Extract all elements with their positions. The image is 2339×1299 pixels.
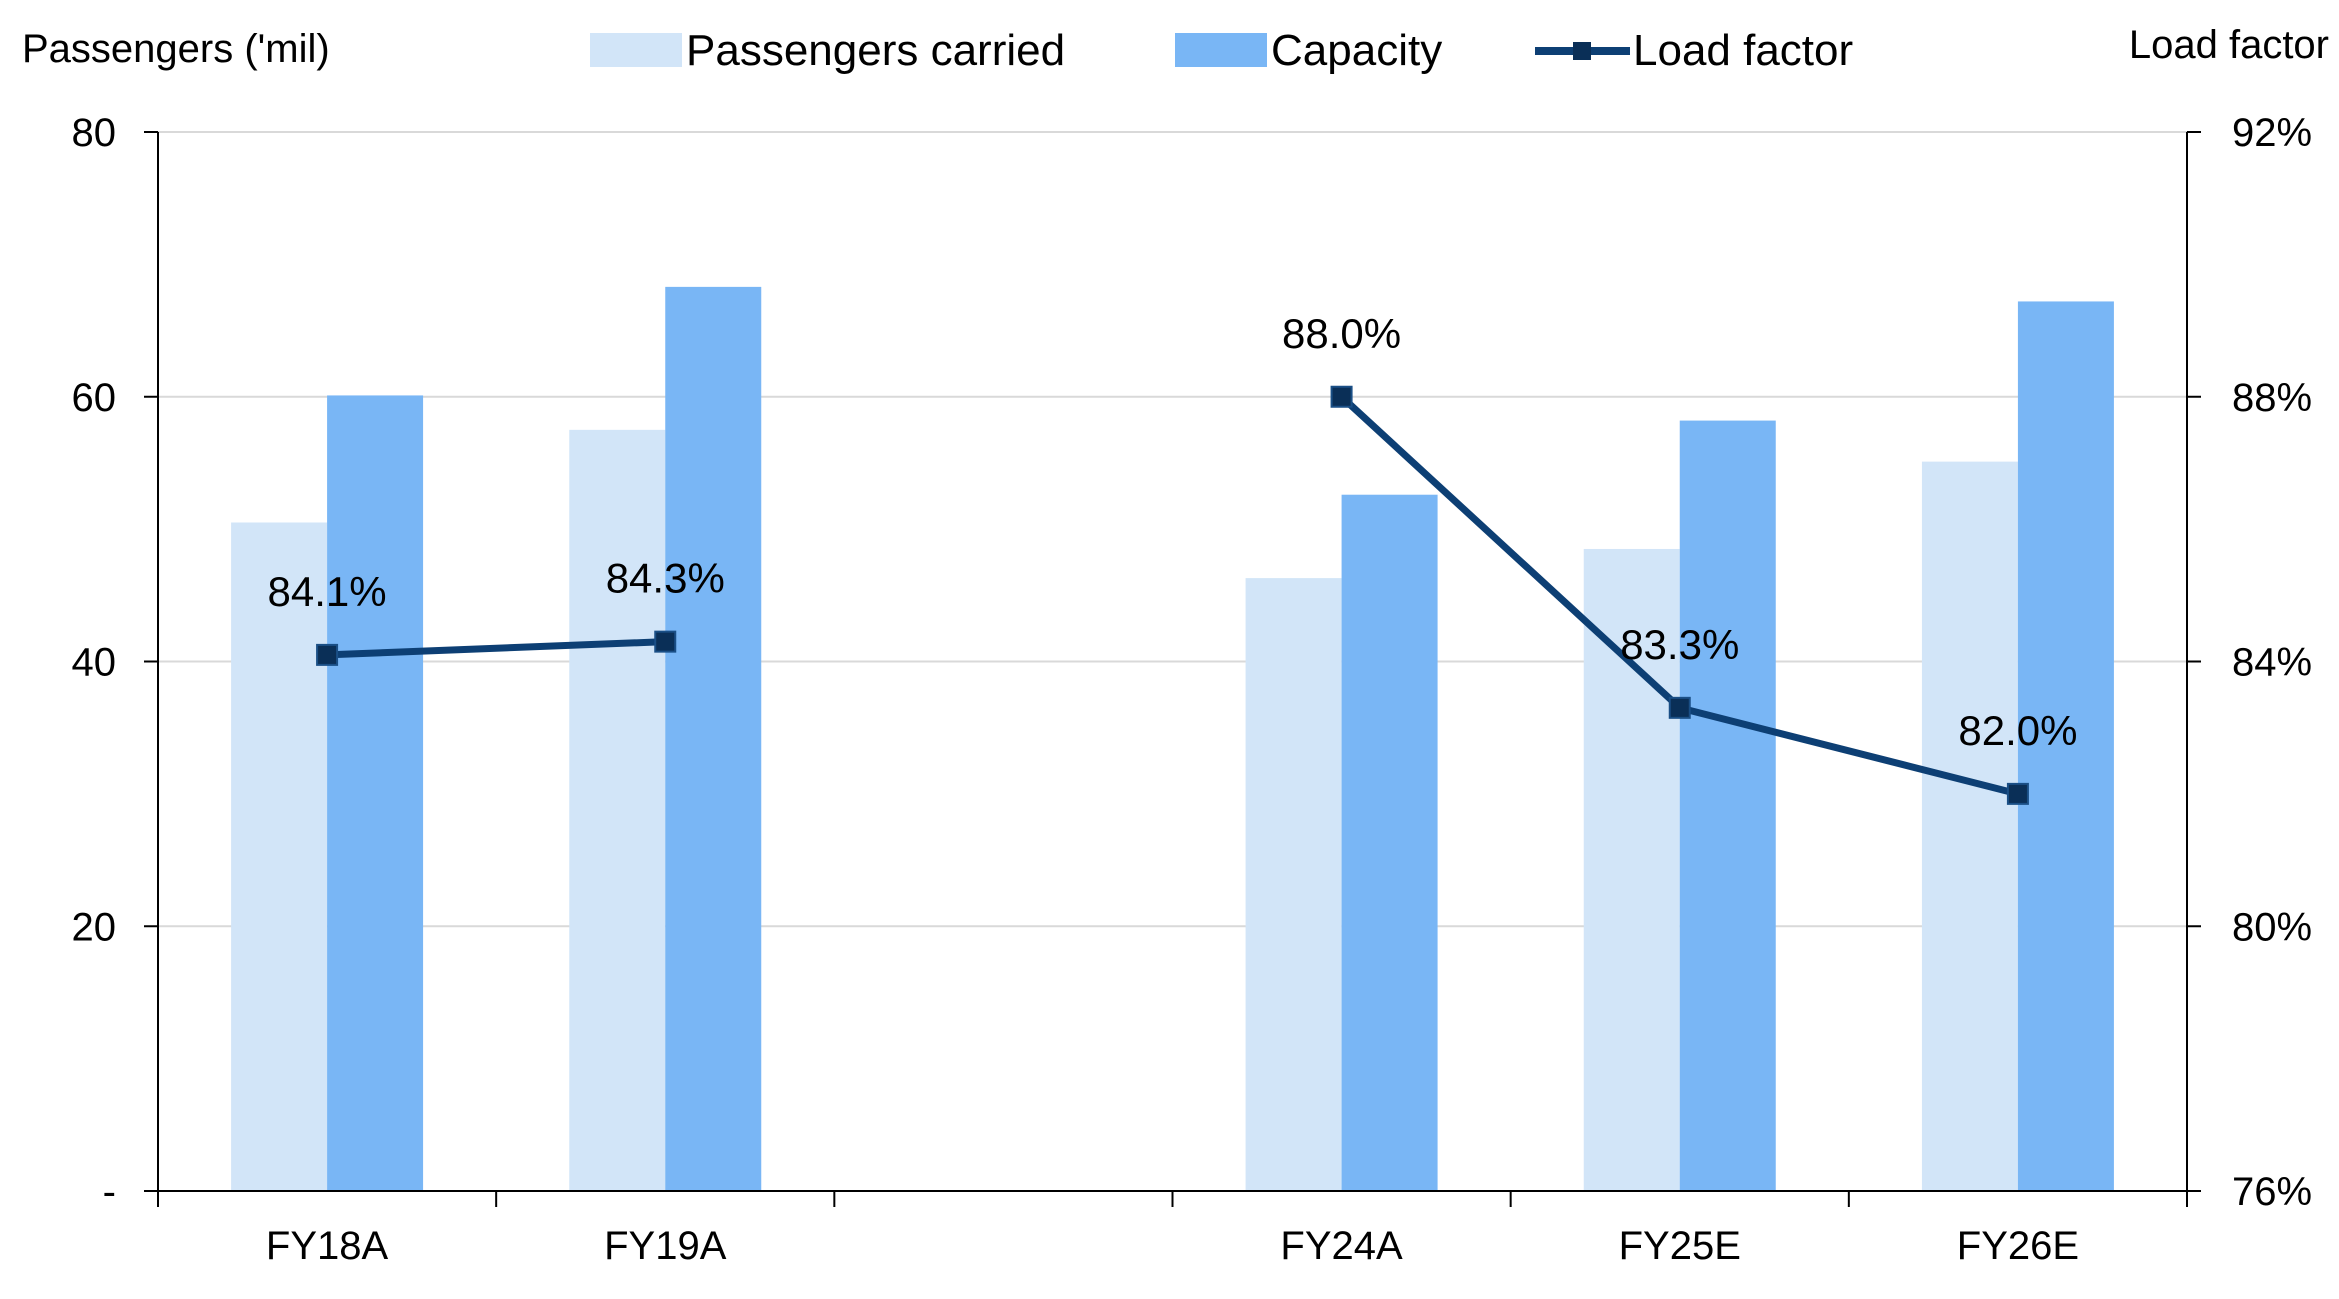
legend-label-capacity: Capacity [1271, 26, 1442, 75]
legend-marker-load-factor [1573, 42, 1591, 60]
right-tick-label: 76% [2232, 1170, 2312, 1214]
left-tick-label: 40 [72, 641, 117, 685]
load-factor-line-layer [316, 385, 2029, 805]
bar-capacity-fy19a [665, 286, 762, 1191]
left-tick-label: 60 [72, 376, 117, 420]
bar-passengers-fy25e [1583, 548, 1680, 1191]
load-factor-label-fy25e: 83.3% [1620, 621, 1739, 668]
left-tick-label: 20 [72, 905, 117, 949]
load-factor-line-segment-0 [326, 638, 666, 659]
right-axis-title: Load factor [2129, 23, 2329, 67]
legend-label-load-factor: Load factor [1633, 26, 1853, 75]
x-tick-label-fy24a: FY24A [1280, 1224, 1403, 1268]
legend-swatch-passengers [590, 33, 682, 67]
right-tick-label: 88% [2232, 376, 2312, 420]
load-factor-label-fy24a: 88.0% [1282, 310, 1401, 357]
load-factor-label-fy19a: 84.3% [606, 555, 725, 602]
legend-swatch-capacity [1175, 33, 1267, 67]
left-tick-label: - [103, 1170, 116, 1214]
axes: - 20 40 60 80 76% 80% 84% 88% 92% FY18A FY19A FY24A F… [72, 111, 2313, 1268]
load-factor-label-fy26e: 82.0% [1958, 707, 2077, 754]
bar-passengers-fy19a [569, 429, 666, 1191]
legend: Passengers carried Capacity Load factor [590, 26, 1853, 75]
load-factor-marker-fy25e [1668, 696, 1691, 719]
legend-label-passengers: Passengers carried [686, 26, 1065, 75]
left-tick-label: 80 [72, 111, 117, 155]
left-axis-title: Passengers ('mil) [22, 27, 330, 71]
bar-passengers-fy24a [1245, 578, 1342, 1191]
bar-capacity-fy26e [2017, 301, 2114, 1191]
bar-capacity-fy25e [1679, 420, 1776, 1191]
load-factor-marker-fy19a [654, 630, 677, 653]
x-tick-label-fy26e: FY26E [1957, 1224, 2079, 1268]
bar-passengers-fy18a [231, 522, 328, 1191]
data-labels: 84.1% 84.3% 88.0% 83.3% 82.0% [268, 310, 2078, 754]
bar-capacity-fy18a [327, 395, 424, 1191]
gridlines [158, 131, 2187, 928]
x-tick-label-fy25e: FY25E [1619, 1224, 1741, 1268]
load-factor-label-fy18a: 84.1% [268, 568, 387, 615]
x-tick-label-fy19a: FY19A [604, 1224, 727, 1268]
bars [231, 286, 2114, 1191]
right-tick-label: 92% [2232, 111, 2312, 155]
load-factor-marker-fy24a [1330, 385, 1353, 408]
right-tick-label: 84% [2232, 641, 2312, 685]
x-tick-label-fy18a: FY18A [266, 1224, 389, 1268]
load-factor-marker-fy18a [316, 643, 339, 666]
bar-passengers-fy26e [1921, 461, 2018, 1191]
load-factor-marker-fy26e [2006, 782, 2029, 805]
right-tick-label: 80% [2232, 905, 2312, 949]
bar-capacity-fy24a [1341, 494, 1438, 1191]
